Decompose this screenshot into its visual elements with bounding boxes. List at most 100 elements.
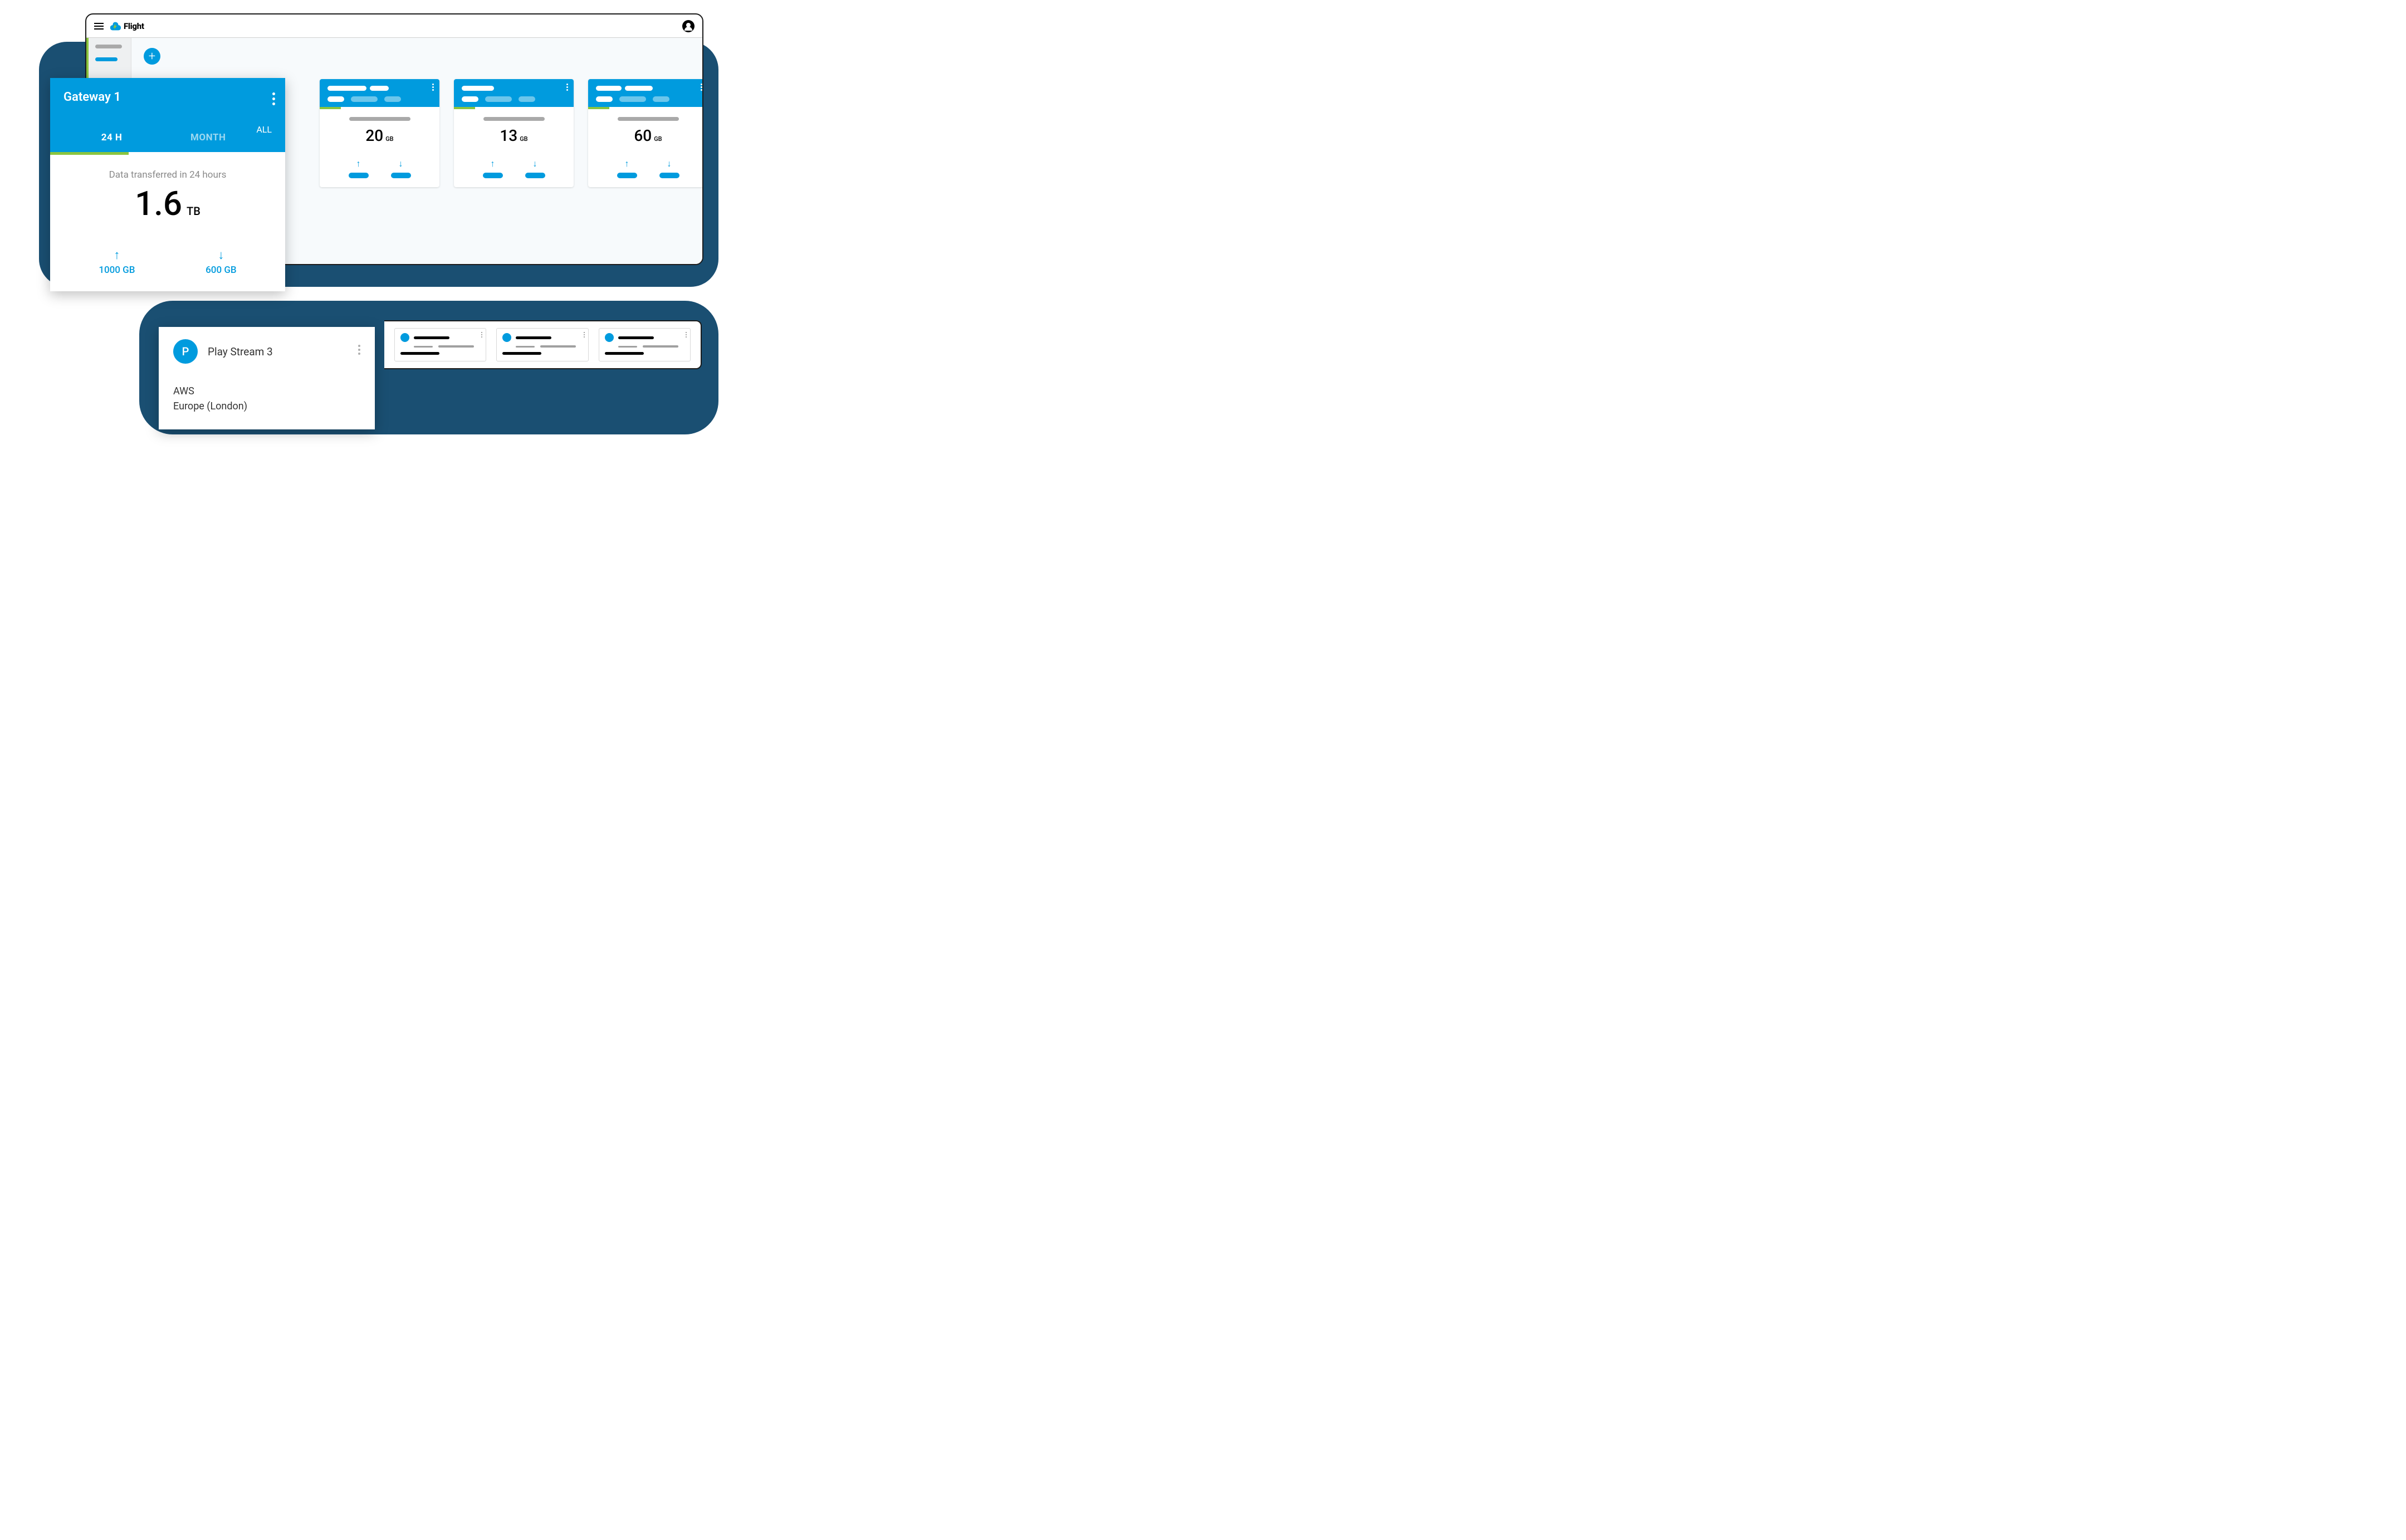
upload-arrow-icon: ↑ [491, 158, 495, 169]
gateway-value: 1.6 TB [135, 184, 200, 223]
card-more-icon[interactable] [686, 332, 687, 338]
card-more-icon[interactable] [566, 84, 568, 91]
line-placeholder [516, 345, 582, 348]
sidebar-item-active[interactable] [95, 57, 118, 61]
card-header [454, 79, 574, 107]
playstream-region: Europe (London) [173, 399, 360, 414]
upload-arrow-icon: ↑ [114, 248, 120, 262]
playstream-card: P Play Stream 3 AWS Europe (London) [159, 327, 375, 429]
line-placeholder [605, 352, 644, 355]
stream-card[interactable] [394, 328, 486, 361]
value-number: 13 [500, 126, 517, 145]
playstream-info: AWS Europe (London) [173, 384, 360, 414]
tab-24h[interactable]: 24 H [63, 124, 160, 152]
card-value: 13 GB [500, 126, 527, 145]
card-tab[interactable] [462, 96, 478, 102]
card-tabs [327, 96, 432, 107]
stat-bar [391, 173, 411, 178]
stream-card-header [605, 333, 684, 342]
gateway-header: Gateway 1 24 H MONTH ALL [50, 78, 285, 152]
upload-arrow-icon: ↑ [625, 158, 629, 169]
gateway-detail-card: Gateway 1 24 H MONTH ALL Data transferre… [50, 78, 285, 291]
card-more-icon[interactable] [481, 332, 482, 338]
card-tab[interactable] [384, 96, 401, 102]
card-title-placeholder [462, 86, 566, 91]
upload-stat: ↑ [483, 158, 503, 178]
gateway-body: Data transferred in 24 hours 1.6 TB ↑ 10… [50, 155, 285, 291]
stat-bar [617, 173, 637, 178]
value-number: 1.6 [135, 184, 182, 223]
gateway-small-card[interactable]: 60 GB ↑ ↓ [588, 79, 703, 187]
playstream-provider: AWS [173, 384, 360, 399]
add-button[interactable]: + [144, 48, 160, 65]
card-more-icon[interactable] [432, 84, 434, 91]
download-arrow-icon: ↓ [533, 158, 537, 169]
stat-bar [659, 173, 679, 178]
card-subtitle-placeholder [483, 117, 545, 121]
value-unit: GB [654, 135, 662, 143]
stat-bar [349, 173, 369, 178]
gateway-small-card[interactable]: 13 GB ↑ ↓ [454, 79, 574, 187]
brand-logo[interactable]: Flight [109, 21, 144, 31]
header-left: Flight [94, 21, 144, 31]
sidebar-item[interactable] [95, 45, 122, 48]
card-value: 20 GB [365, 126, 393, 145]
download-arrow-icon: ↓ [399, 158, 403, 169]
status-dot-icon [400, 333, 409, 342]
app-header: Flight [86, 14, 702, 38]
tab-month[interactable]: MONTH [160, 124, 256, 152]
upload-arrow-icon: ↑ [356, 158, 361, 169]
line-placeholder [516, 336, 551, 339]
card-tab[interactable] [327, 96, 344, 102]
gateway-more-icon[interactable] [272, 92, 275, 105]
gateway-tabs: 24 H MONTH ALL [63, 124, 272, 152]
stream-card-header [400, 333, 480, 342]
stream-card[interactable] [599, 328, 691, 361]
stream-card[interactable] [496, 328, 588, 361]
gateway-title: Gateway 1 [63, 90, 272, 104]
card-tabs [462, 96, 566, 107]
card-more-icon[interactable] [701, 84, 702, 91]
upload-stat: ↑ 1000 GB [99, 248, 135, 276]
tab-all[interactable]: ALL [256, 124, 272, 152]
card-more-icon[interactable] [584, 332, 585, 338]
download-stat: ↓ [391, 158, 411, 178]
card-tab[interactable] [596, 96, 613, 102]
upload-value: 1000 GB [99, 265, 135, 276]
card-tab[interactable] [485, 96, 512, 102]
account-icon[interactable] [682, 20, 695, 32]
card-tab[interactable] [519, 96, 535, 102]
line-placeholder [414, 336, 449, 339]
download-stat: ↓ [525, 158, 545, 178]
menu-icon[interactable] [94, 23, 104, 30]
card-tab[interactable] [351, 96, 378, 102]
playstream-more-icon[interactable] [358, 345, 360, 355]
card-body: 13 GB ↑ ↓ [454, 109, 574, 187]
card-body: 20 GB ↑ ↓ [320, 109, 439, 187]
download-stat: ↓ [659, 158, 679, 178]
line-placeholder [414, 345, 480, 348]
gateway-small-card[interactable]: 20 GB ↑ ↓ [320, 79, 439, 187]
stat-bar [525, 173, 545, 178]
card-title-placeholder [327, 86, 432, 91]
download-arrow-icon: ↓ [218, 248, 224, 262]
card-header [320, 79, 439, 107]
value-number: 60 [634, 126, 652, 145]
value-unit: GB [385, 135, 393, 143]
stat-bar [483, 173, 503, 178]
cloud-logo-icon [109, 21, 121, 31]
line-placeholder [502, 352, 541, 355]
card-subtitle-placeholder [618, 117, 679, 121]
card-tab[interactable] [619, 96, 646, 102]
download-value: 600 GB [206, 265, 237, 276]
card-stats: ↑ ↓ [463, 158, 565, 178]
value-unit: TB [187, 204, 200, 218]
card-tab[interactable] [653, 96, 669, 102]
playstream-title: Play Stream 3 [208, 345, 273, 358]
card-stats: ↑ ↓ [329, 158, 431, 178]
download-stat: ↓ 600 GB [206, 248, 237, 276]
brand-name: Flight [124, 21, 144, 31]
value-number: 20 [365, 126, 383, 145]
gateway-subtitle: Data transferred in 24 hours [63, 169, 272, 180]
upload-stat: ↑ [617, 158, 637, 178]
